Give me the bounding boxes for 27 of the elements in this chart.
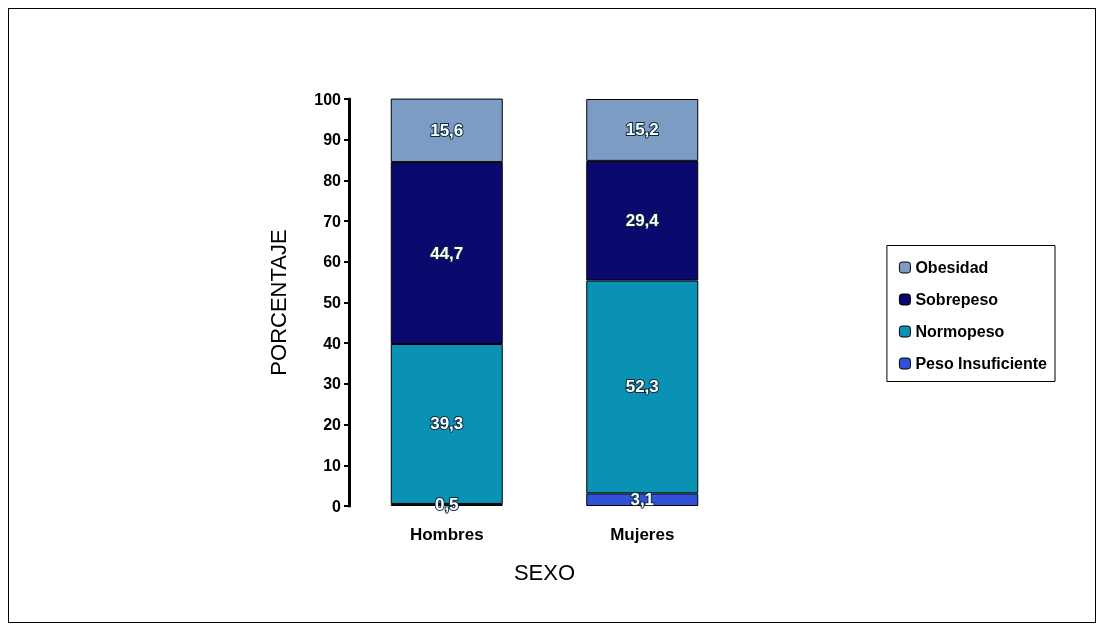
x-tick-label: Hombres: [409, 525, 484, 544]
data-label: 29,4: [625, 211, 660, 231]
x-axis-title: SEXO: [513, 559, 576, 585]
y-tick-label: 70: [323, 212, 342, 230]
data-label: 3,1: [630, 490, 655, 510]
y-axis-title: PORCENTAJE: [265, 229, 291, 376]
legend-label: Normopeso: [915, 323, 1005, 340]
data-label: 44,7: [430, 243, 464, 263]
y-tick-label: 20: [323, 416, 342, 434]
y-tick-label: 60: [323, 253, 342, 271]
y-tick-label: 40: [323, 334, 342, 352]
data-label: 52,3: [625, 377, 659, 397]
data-label: 39,3: [430, 414, 464, 434]
legend-label: Peso Insuficiente: [915, 355, 1048, 372]
data-label: 15,2: [625, 120, 659, 140]
data-label: 15,6: [430, 120, 464, 140]
data-label: 0,5: [434, 495, 459, 515]
y-tick-label: 30: [323, 375, 342, 393]
y-tick-label: 100: [314, 90, 342, 108]
y-tick-label: 50: [323, 294, 342, 311]
y-tick-label: 80: [323, 171, 342, 189]
y-tick-label: 0: [332, 497, 342, 515]
legend-label: Sobrepeso: [915, 291, 999, 308]
y-tick-label: 10: [323, 456, 342, 474]
legend-label: Obesidad: [915, 259, 989, 276]
y-tick-label: 90: [323, 131, 342, 149]
x-tick-label: Mujeres: [610, 525, 675, 544]
